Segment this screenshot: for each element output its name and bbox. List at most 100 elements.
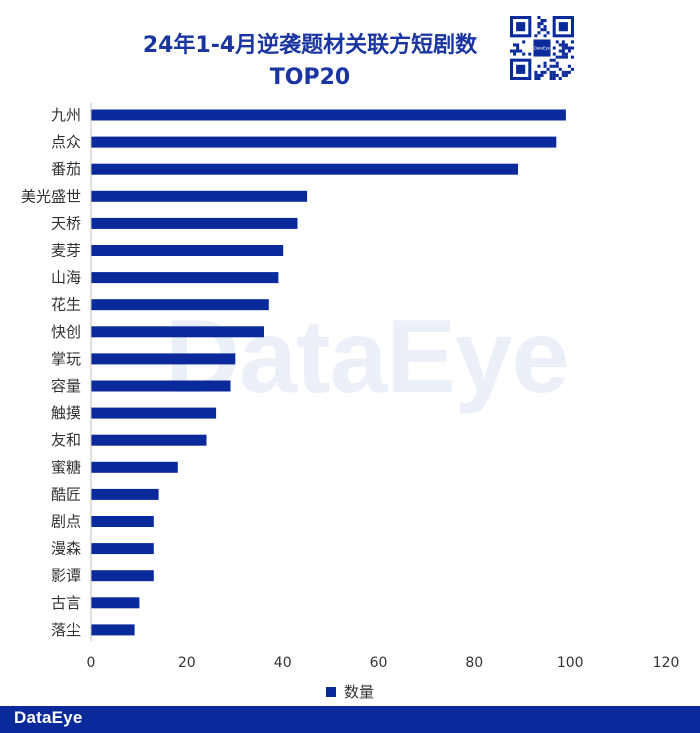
qr-module: [537, 73, 541, 77]
qr-module: [537, 64, 541, 68]
bar: [91, 190, 308, 202]
qr-module: [564, 73, 568, 77]
bar: [91, 516, 154, 527]
qr-module: [540, 70, 544, 74]
qr-module: [555, 40, 559, 44]
bar: [91, 245, 284, 256]
qr-module: [537, 25, 541, 29]
bar: [91, 272, 279, 284]
qr-module: [567, 49, 571, 53]
qr-module: [543, 64, 547, 68]
bar: [91, 543, 154, 555]
qr-module: [567, 64, 571, 68]
x-tick-label: 0: [87, 655, 96, 671]
qr-module: [561, 46, 565, 50]
y-tick-label: 古言: [51, 594, 81, 612]
qr-module: [564, 52, 568, 56]
qr-module: [570, 55, 574, 59]
qr-module: [561, 40, 565, 44]
qr-module: [570, 46, 574, 50]
bar: [91, 434, 207, 446]
qr-module: [561, 43, 565, 47]
qr-module: [561, 52, 565, 56]
bar: [91, 488, 159, 500]
legend: 数量: [0, 681, 700, 702]
bar: [91, 624, 135, 636]
y-tick-label: 番茄: [51, 160, 81, 178]
qr-finder-core: [558, 22, 568, 32]
y-tick-label: 山海: [51, 269, 81, 287]
y-tick-label: 影谭: [51, 567, 81, 585]
qr-module: [510, 49, 514, 53]
qr-module: [570, 67, 574, 71]
bar: [91, 380, 231, 392]
qr-module: [543, 61, 547, 65]
qr-module: [552, 76, 556, 80]
qr-module: [549, 70, 553, 74]
qr-module: [543, 28, 547, 32]
qr-module: [552, 73, 556, 77]
qr-module: [519, 49, 523, 53]
qr-module: [558, 76, 562, 80]
qr-module: [558, 43, 562, 47]
bar: [91, 109, 566, 121]
legend-label: 数量: [343, 683, 374, 701]
y-tick-label: 掌玩: [51, 350, 81, 368]
qr-module: [549, 73, 553, 77]
qr-module: [534, 76, 538, 80]
qr-module: [549, 76, 553, 80]
y-tick-label: 快创: [51, 323, 81, 341]
qr-finder-core: [516, 64, 526, 74]
qr-module: [564, 55, 568, 59]
bar: [91, 461, 178, 473]
qr-module: [567, 46, 571, 50]
qr-module: [558, 49, 562, 53]
qr-module: [516, 46, 520, 50]
qr-module: [570, 40, 574, 44]
bar: [91, 353, 236, 365]
y-tick-label: 容量: [51, 377, 81, 395]
y-tick-label: 九州: [51, 106, 81, 124]
bar: [91, 217, 298, 229]
qr-module: [543, 19, 547, 23]
y-tick-label: 友和: [51, 431, 81, 449]
qr-module: [552, 70, 556, 74]
qr-module: [534, 34, 538, 38]
bar: [91, 163, 518, 175]
qr-finder-core: [516, 22, 526, 32]
qr-module: [540, 28, 544, 32]
qr-module: [513, 43, 517, 47]
qr-module: [561, 73, 565, 77]
qr-module: [564, 46, 568, 50]
qr-code[interactable]: DataEye: [510, 16, 574, 80]
qr-module: [513, 49, 517, 53]
x-tick-label: 60: [370, 655, 388, 671]
qr-module: [537, 22, 541, 26]
y-tick-label: 触摸: [51, 404, 81, 422]
qr-module: [513, 52, 517, 56]
qr-module: [516, 43, 520, 47]
qr-module: [528, 52, 532, 56]
legend-swatch: [325, 686, 336, 697]
qr-module: [552, 46, 556, 50]
qr-module: [534, 73, 538, 77]
qr-module: [537, 16, 541, 20]
y-tick-label: 点众: [51, 133, 81, 151]
y-tick-label: 美光盛世: [21, 187, 81, 205]
qr-module: [555, 55, 559, 59]
bar: [91, 299, 269, 311]
x-tick-label: 120: [653, 655, 680, 671]
qr-module: [543, 25, 547, 29]
bar: [91, 597, 140, 609]
qr-module: [561, 49, 565, 53]
qr-module: [549, 64, 553, 68]
qr-module: [564, 70, 568, 74]
qr-module: [522, 40, 526, 44]
qr-module: [546, 31, 550, 35]
qr-module: [522, 52, 526, 56]
qr-module: [546, 67, 550, 71]
bar: [91, 407, 217, 419]
qr-module: [537, 31, 541, 35]
qr-module: [540, 22, 544, 26]
bar: [91, 326, 264, 338]
